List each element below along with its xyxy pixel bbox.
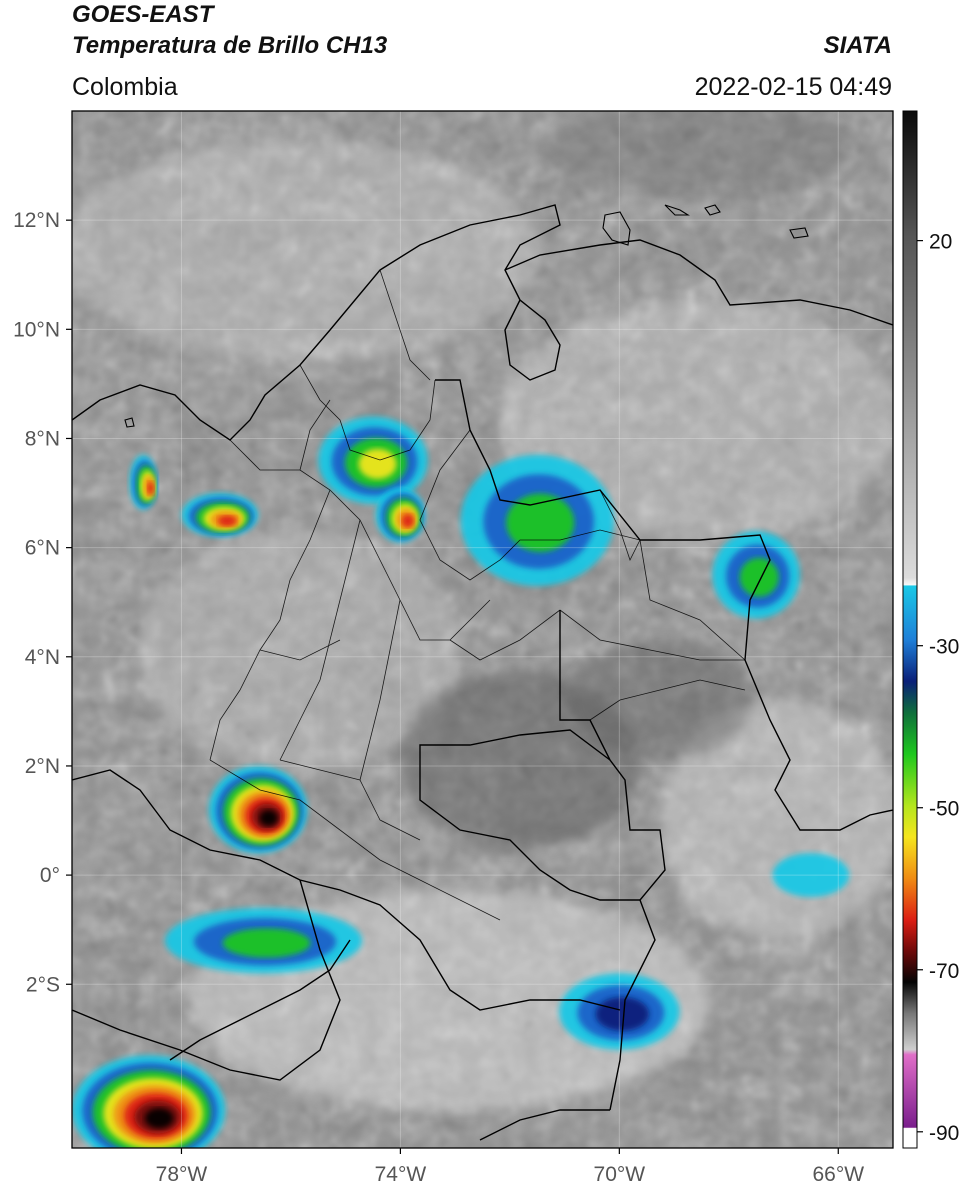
lat-tick-label: 10°N	[13, 318, 60, 341]
colorbar: 20 -30 -50 -70 -90	[902, 110, 959, 1149]
colorbar-tick-label: -30	[929, 636, 959, 659]
cloud-antioquia-south-band	[401, 514, 414, 528]
cloud-antioquia-south	[375, 487, 426, 543]
islands	[124, 204, 809, 428]
cloud-antioquia-band	[358, 448, 397, 480]
lat-tick-label: 2°S	[26, 973, 60, 996]
graticule	[72, 111, 893, 1148]
cloud-peru	[72, 1055, 226, 1148]
cloud-antioquia	[318, 416, 428, 504]
cloud-ecuador-band	[222, 928, 311, 958]
cloud-amazon-south-band	[595, 996, 650, 1031]
lon-tick-label: 74°W	[375, 1163, 427, 1186]
lon-tick-label: 70°W	[594, 1163, 646, 1186]
map-frame	[71, 110, 894, 1149]
lat-tick-label: 8°N	[25, 427, 60, 450]
lat-tick-label: 12°N	[13, 209, 60, 232]
cloud-peru-band	[144, 1108, 174, 1129]
map-title: GOES-EAST	[72, 1, 214, 28]
colorbar-gradient	[902, 110, 918, 1149]
lat-tick-label: 0°	[40, 864, 60, 887]
timestamp-label: 2022-02-15 04:49	[694, 73, 892, 101]
cloud-choco	[181, 493, 259, 537]
cloud-brazil-east-band	[772, 853, 850, 897]
colorbar-tick-label: -70	[929, 960, 959, 983]
cloud-santander-band	[506, 493, 575, 552]
lat-tick-label: 2°N	[25, 755, 60, 778]
colorbar-ticks: 20 -30 -50 -70 -90	[917, 231, 959, 1145]
lat-tick-label: 6°N	[25, 537, 60, 560]
imagery-layer	[72, 111, 893, 1148]
cloud-venezuela-east	[712, 531, 800, 619]
cloud-santander	[460, 454, 614, 586]
cloud-choco-band	[217, 515, 237, 527]
cloud-venezuela-east-band	[739, 557, 779, 597]
region-label: Colombia	[72, 73, 178, 101]
lon-tick-label: 78°W	[156, 1163, 208, 1186]
cloud-amazon-south	[559, 973, 680, 1050]
cloud-ecuador	[165, 907, 363, 974]
country-borders	[72, 204, 893, 1141]
lon-tick-label: 66°W	[812, 1163, 864, 1186]
cloud-panama	[129, 454, 157, 510]
cloud-narino-band	[259, 809, 278, 827]
map-subtitle: Temperatura de Brillo CH13	[72, 32, 388, 59]
convective-cloud-layer	[72, 416, 850, 1148]
colorbar-tick-label: -90	[929, 1122, 959, 1145]
colorbar-tick-label: -50	[929, 798, 959, 821]
cloud-narino	[208, 765, 308, 854]
longitude-axis: 78°W 74°W 70°W 66°W	[156, 1148, 864, 1186]
cloud-panama-band	[147, 481, 154, 495]
organization-label: SIATA	[823, 32, 892, 59]
lat-tick-label: 4°N	[25, 646, 60, 669]
cloud-brazil-east	[772, 853, 850, 897]
colorbar-tick-label: 20	[929, 231, 952, 254]
latitude-axis: 12°N 10°N 8°N 6°N 4°N 2°N 0° 2°S	[13, 209, 72, 996]
department-borders	[209, 269, 746, 921]
